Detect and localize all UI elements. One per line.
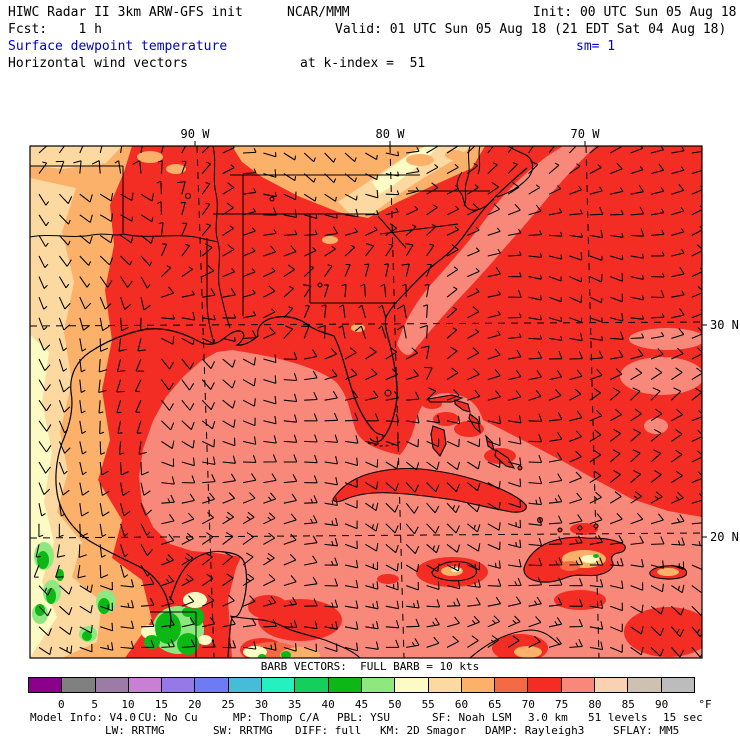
colorbar-tick-55: 55 (421, 698, 435, 711)
title-org: NCAR/MMM (287, 5, 350, 20)
colorbar-tick-80: 80 (588, 698, 602, 711)
model-info-item: KM: 2D Smagor (380, 724, 467, 737)
colorbar-tick-65: 65 (488, 698, 502, 711)
lon-label-80w: 80 W (375, 127, 405, 141)
map-frame (29, 145, 703, 659)
lat-label-30n: 30 N (710, 318, 739, 332)
colorbar-cell-5 (195, 677, 229, 693)
colorbar-cell-4 (162, 677, 196, 693)
colorbar-cell-1 (62, 677, 96, 693)
model-info-item: SFLAY: MM5 (613, 724, 680, 737)
colorbar (28, 677, 695, 693)
colorbar-tick-20: 20 (188, 698, 202, 711)
colorbar-cell-6 (228, 677, 263, 693)
lon-label-90w: 90 W (180, 127, 210, 141)
valid-time: Valid: 01 UTC Sun 05 Aug 18 (21 EDT Sat … (335, 22, 727, 37)
colorbar-tick-85: 85 (621, 698, 635, 711)
model-info-item: DIFF: full (295, 724, 362, 737)
model-info-item: SF: Noah LSM (432, 711, 512, 724)
model-info-item: SW: RRTMG (213, 724, 273, 737)
title-model: HIWC Radar II 3km ARW-GFS init (8, 5, 243, 20)
colorbar-tick-10: 10 (121, 698, 135, 711)
model-info-item: PBL: YSU (337, 711, 390, 724)
colorbar-tick-30: 30 (254, 698, 269, 711)
barb-legend: BARB VECTORS: FULL BARB = 10 kts (260, 660, 480, 673)
colorbar-cell-10 (361, 677, 396, 693)
model-info-item: LW: RRTMG (105, 724, 165, 737)
colorbar-cell-16 (561, 677, 596, 693)
colorbar-tick-15: 15 (154, 698, 169, 711)
colorbar-tick-60: 60 (454, 698, 469, 711)
model-info-item: 15 sec (663, 711, 703, 724)
level-label: at k-index = 51 (300, 56, 426, 71)
colorbar-cell-11 (395, 677, 429, 693)
model-info-item: 51 levels (588, 711, 648, 724)
colorbar-cell-13 (461, 677, 496, 693)
colorbar-cell-0 (28, 677, 63, 693)
fcst-hour: Fcst: 1 h (8, 22, 102, 37)
colorbar-tick-90: 90 (655, 698, 669, 711)
colorbar-tick-75: 75 (554, 698, 569, 711)
colorbar-tick-70: 70 (521, 698, 535, 711)
model-info-item: DAMP: Rayleigh3 (485, 724, 585, 737)
lat-label-20n: 20 N (710, 530, 739, 544)
colorbar-cell-12 (428, 677, 462, 693)
colorbar-cell-3 (128, 677, 163, 693)
lon-label-70w: 70 W (570, 127, 600, 141)
vector-label: Horizontal wind vectors (8, 56, 189, 71)
model-info-item: Model Info: V4.0 (30, 711, 136, 724)
model-info-item: 3.0 km (528, 711, 568, 724)
colorbar-tick-45: 45 (354, 698, 369, 711)
colorbar-cell-15 (528, 677, 562, 693)
colorbar-tick-50: 50 (388, 698, 402, 711)
colorbar-cell-2 (95, 677, 129, 693)
model-info-item: CU: No Cu (138, 711, 198, 724)
colorbar-tick-40: 40 (321, 698, 335, 711)
colorbar-tick-25: 25 (221, 698, 235, 711)
colorbar-tick-0: 0 (58, 698, 65, 711)
model-info-item: MP: Thomp C/A (233, 711, 320, 724)
colorbar-cell-19 (661, 677, 695, 693)
colorbar-tick-35: 35 (288, 698, 302, 711)
colorbar-cell-9 (328, 677, 362, 693)
sm-label: sm= 1 (576, 39, 616, 54)
colorbar-cell-7 (262, 677, 296, 693)
colorbar-cell-14 (495, 677, 529, 693)
colorbar-tick-5: 5 (91, 698, 98, 711)
colorbar-cell-17 (595, 677, 629, 693)
colorbar-cell-18 (628, 677, 662, 693)
init-time: Init: 00 UTC Sun 05 Aug 18 (533, 5, 737, 20)
wind-barbs (33, 146, 702, 658)
colorbar-cell-8 (295, 677, 329, 693)
field-label: Surface dewpoint temperature (8, 39, 228, 54)
colorbar-unit: °F (698, 698, 712, 711)
